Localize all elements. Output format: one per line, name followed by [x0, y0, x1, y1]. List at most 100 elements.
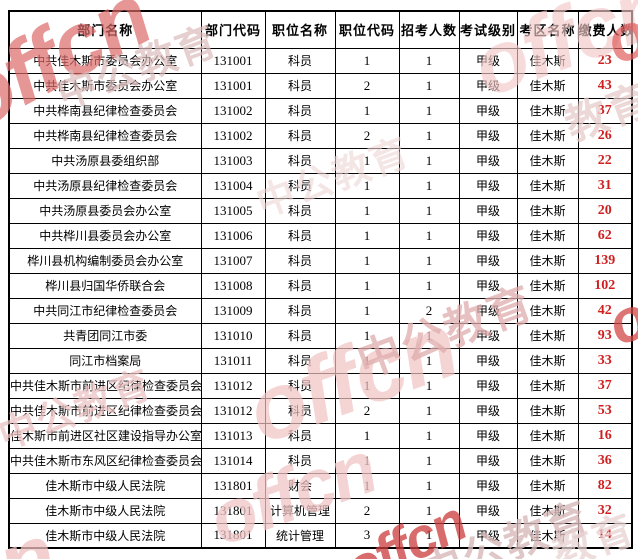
- header-cell-exam-level: 考试级别: [458, 10, 518, 49]
- cell-dept-code: 131801: [200, 497, 266, 524]
- cell-position-name: 科员: [264, 397, 336, 424]
- cell-department: 中共汤原县纪律检查委员会: [8, 172, 202, 199]
- cell-recruit-count: 1: [398, 172, 460, 199]
- cell-exam-area: 佳木斯: [516, 497, 579, 524]
- cell-position-code: 1: [334, 222, 400, 249]
- cell-recruit-count: 1: [398, 122, 460, 149]
- table-row: 佳木斯市中级人民法院 131801 计算机管理 2 1 甲级 佳木斯 32: [8, 497, 633, 524]
- cell-exam-level: 甲级: [458, 97, 518, 124]
- cell-dept-code: 131011: [200, 347, 266, 374]
- table-row: 中共佳木斯市东风区纪律检查委员会 131014 科员 1 1 甲级 佳木斯 36: [8, 447, 633, 474]
- table-row: 桦川县机构编制委员会办公室 131007 科员 1 1 甲级 佳木斯 139: [8, 247, 633, 274]
- cell-position-name: 科员: [264, 322, 336, 349]
- cell-paid-count: 37: [577, 372, 633, 399]
- cell-dept-code: 131005: [200, 197, 266, 224]
- cell-recruit-count: 1: [398, 472, 460, 499]
- cell-position-name: 科员: [264, 372, 336, 399]
- cell-recruit-count: 1: [398, 197, 460, 224]
- cell-exam-area: 佳木斯: [516, 122, 579, 149]
- cell-exam-level: 甲级: [458, 497, 518, 524]
- cell-department: 中共汤原县委员会办公室: [8, 197, 202, 224]
- cell-exam-area: 佳木斯: [516, 72, 579, 99]
- cell-position-code: 1: [334, 47, 400, 74]
- cell-recruit-count: 1: [398, 497, 460, 524]
- cell-exam-level: 甲级: [458, 47, 518, 74]
- table-row: 佳木斯市前进区社区建设指导办公室 131013 科员 1 1 甲级 佳木斯 16: [8, 422, 633, 449]
- cell-department: 佳木斯市中级人民法院: [8, 472, 202, 499]
- cell-position-code: 2: [334, 397, 400, 424]
- cell-exam-level: 甲级: [458, 447, 518, 474]
- table-row: 中共汤原县纪律检查委员会 131004 科员 1 1 甲级 佳木斯 31: [8, 172, 633, 199]
- table-row: 中共佳木斯市委员会办公室 131001 科员 2 1 甲级 佳木斯 43: [8, 72, 633, 99]
- cell-paid-count: 42: [577, 297, 633, 324]
- cell-position-name: 财会: [264, 472, 336, 499]
- cell-position-name: 科员: [264, 447, 336, 474]
- cell-recruit-count: 1: [398, 72, 460, 99]
- cell-exam-level: 甲级: [458, 297, 518, 324]
- cell-recruit-count: 1: [398, 422, 460, 449]
- cell-recruit-count: 1: [398, 222, 460, 249]
- cell-paid-count: 26: [577, 122, 633, 149]
- cell-position-name: 科员: [264, 97, 336, 124]
- cell-position-code: 2: [334, 122, 400, 149]
- cell-position-name: 科员: [264, 122, 336, 149]
- table-row: 中共桦南县纪律检查委员会 131002 科员 1 1 甲级 佳木斯 37: [8, 97, 633, 124]
- cell-department: 中共桦川县委员会办公室: [8, 222, 202, 249]
- cell-department: 中共桦南县纪律检查委员会: [8, 122, 202, 149]
- cell-department: 佳木斯市前进区社区建设指导办公室: [8, 422, 202, 449]
- header-cell-position-code: 职位代码: [334, 10, 400, 49]
- header-cell-recruit-count: 招考人数: [398, 10, 460, 49]
- cell-department: 中共桦南县纪律检查委员会: [8, 97, 202, 124]
- cell-position-code: 1: [334, 147, 400, 174]
- cell-department: 桦川县机构编制委员会办公室: [8, 247, 202, 274]
- table-row: 中共佳木斯市委员会办公室 131001 科员 1 1 甲级 佳木斯 23: [8, 47, 633, 74]
- cell-paid-count: 36: [577, 447, 633, 474]
- cell-position-name: 科员: [264, 47, 336, 74]
- cell-exam-area: 佳木斯: [516, 522, 579, 549]
- cell-department: 桦川县归国华侨联合会: [8, 272, 202, 299]
- cell-exam-area: 佳木斯: [516, 272, 579, 299]
- cell-exam-area: 佳木斯: [516, 397, 579, 424]
- cell-exam-level: 甲级: [458, 197, 518, 224]
- cell-position-code: 1: [334, 472, 400, 499]
- cell-exam-level: 甲级: [458, 147, 518, 174]
- cell-paid-count: 22: [577, 147, 633, 174]
- cell-exam-level: 甲级: [458, 222, 518, 249]
- cell-recruit-count: 2: [398, 297, 460, 324]
- cell-dept-code: 131008: [200, 272, 266, 299]
- cell-dept-code: 131012: [200, 372, 266, 399]
- cell-dept-code: 131002: [200, 122, 266, 149]
- cell-position-code: 1: [334, 197, 400, 224]
- cell-dept-code: 131013: [200, 422, 266, 449]
- table-row: 佳木斯市中级人民法院 131801 统计管理 3 1 甲级 佳木斯 14: [8, 522, 633, 549]
- cell-department: 中共佳木斯市前进区纪律检查委员会: [8, 397, 202, 424]
- cell-exam-level: 甲级: [458, 122, 518, 149]
- cell-dept-code: 131001: [200, 72, 266, 99]
- cell-position-name: 统计管理: [264, 522, 336, 549]
- cell-position-code: 2: [334, 497, 400, 524]
- cell-paid-count: 37: [577, 97, 633, 124]
- header-cell-exam-area: 考区名称: [516, 10, 579, 49]
- cell-dept-code: 131006: [200, 222, 266, 249]
- table-row: 中共汤原县委组织部 131003 科员 1 1 甲级 佳木斯 22: [8, 147, 633, 174]
- cell-recruit-count: 1: [398, 47, 460, 74]
- cell-paid-count: 82: [577, 472, 633, 499]
- cell-recruit-count: 1: [398, 347, 460, 374]
- cell-department: 同江市档案局: [8, 347, 202, 374]
- cell-position-code: 2: [334, 72, 400, 99]
- cell-position-name: 科员: [264, 222, 336, 249]
- cell-department: 共青团同江市委: [8, 322, 202, 349]
- cell-recruit-count: 1: [398, 397, 460, 424]
- cell-dept-code: 131012: [200, 397, 266, 424]
- cell-exam-level: 甲级: [458, 372, 518, 399]
- table-row: 中共桦川县委员会办公室 131006 科员 1 1 甲级 佳木斯 62: [8, 222, 633, 249]
- cell-paid-count: 33: [577, 347, 633, 374]
- cell-recruit-count: 1: [398, 147, 460, 174]
- cell-exam-level: 甲级: [458, 172, 518, 199]
- cell-department: 中共佳木斯市前进区纪律检查委员会: [8, 372, 202, 399]
- cell-position-name: 科员: [264, 72, 336, 99]
- cell-exam-area: 佳木斯: [516, 222, 579, 249]
- cell-exam-area: 佳木斯: [516, 447, 579, 474]
- cell-exam-level: 甲级: [458, 322, 518, 349]
- table-row: 中共同江市纪律检查委员会 131009 科员 1 2 甲级 佳木斯 42: [8, 297, 633, 324]
